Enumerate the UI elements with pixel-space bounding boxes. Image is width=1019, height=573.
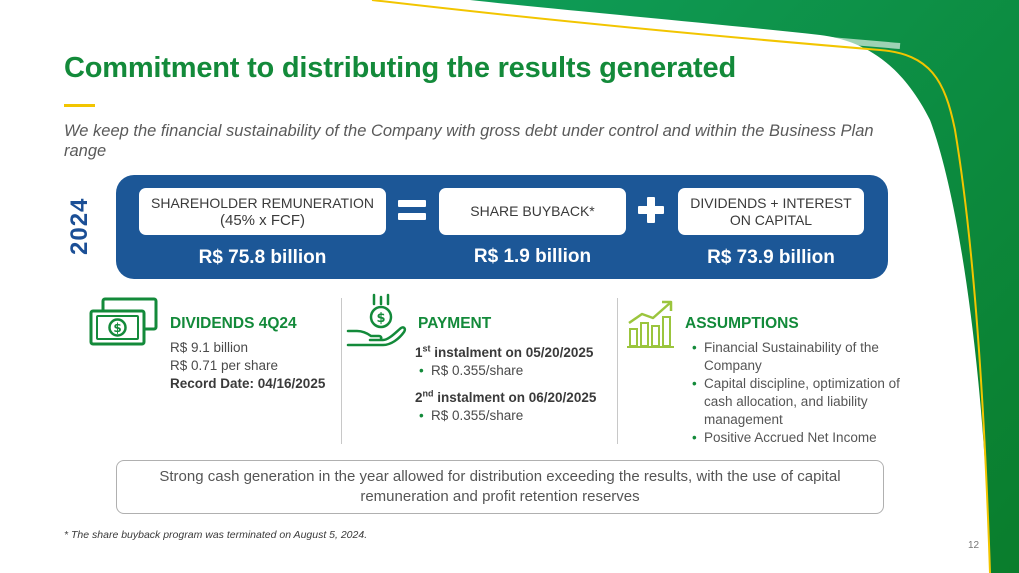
second-instalment-value: R$ 0.355/share	[415, 407, 596, 425]
summary-note: Strong cash generation in the year allow…	[116, 460, 884, 514]
dividends-details: R$ 9.1 billion R$ 0.71 per share Record …	[170, 339, 325, 393]
first-instalment-value: R$ 0.355/share	[415, 362, 596, 380]
year-label: 2024	[66, 197, 93, 255]
dividends-per-share: R$ 0.71 per share	[170, 358, 279, 373]
coin-hand-icon: $	[346, 293, 407, 347]
assumptions-list: Financial Sustainability of the Company …	[688, 339, 913, 447]
buyback-pill: SHARE BUYBACK*	[439, 188, 626, 235]
buyback-amount: R$ 1.9 billion	[473, 246, 592, 267]
money-bills-icon: $	[89, 297, 158, 346]
remuneration-label-line1: SHAREHOLDER REMUNERATION	[151, 194, 374, 211]
growth-chart-icon	[627, 300, 674, 348]
assumption-item: Capital discipline, optimization of cash…	[688, 375, 913, 429]
footnote: * The share buyback program was terminat…	[64, 529, 368, 541]
dividends-total: R$ 9.1 billion	[170, 340, 249, 355]
page-subtitle: We keep the financial sustainability of …	[64, 122, 874, 160]
plus-icon	[638, 197, 664, 223]
assumption-item: Financial Sustainability of the Company	[688, 339, 913, 375]
title-underline	[64, 104, 95, 107]
remuneration-pill: SHAREHOLDER REMUNERATION (45% x FCF)	[139, 188, 386, 235]
payment-title: PAYMENT	[418, 315, 492, 332]
second-instalment: 2nd instalment on 06/20/2025	[415, 388, 597, 406]
equals-icon	[398, 199, 426, 221]
dividends-label-line2: ON CAPITAL	[729, 211, 813, 228]
payment-details: 1st instalment on 05/20/2025 R$ 0.355/sh…	[415, 339, 596, 425]
remuneration-amount: R$ 75.8 billion	[198, 247, 327, 268]
remuneration-label-line2: (45% x FCF)	[219, 211, 305, 229]
column-divider-2	[617, 298, 618, 444]
svg-text:$: $	[376, 311, 385, 326]
first-instalment: 1st instalment on 05/20/2025	[415, 343, 594, 360]
column-divider-1	[341, 298, 342, 444]
page-number: 12	[968, 540, 980, 551]
dividends-interest-pill: DIVIDENDS + INTEREST ON CAPITAL	[678, 188, 864, 235]
page-title: Commitment to distributing the results g…	[64, 52, 736, 84]
assumptions-title: ASSUMPTIONS	[685, 315, 799, 332]
assumption-item: Positive Accrued Net Income	[688, 429, 913, 447]
dividends-label-line1: DIVIDENDS + INTEREST	[690, 194, 852, 211]
dividends-interest-amount: R$ 73.9 billion	[707, 247, 835, 268]
buyback-label: SHARE BUYBACK*	[470, 203, 595, 219]
svg-text:$: $	[113, 321, 121, 335]
dividends-title: DIVIDENDS 4Q24	[170, 315, 297, 332]
record-date: Record Date: 04/16/2025	[170, 376, 326, 391]
